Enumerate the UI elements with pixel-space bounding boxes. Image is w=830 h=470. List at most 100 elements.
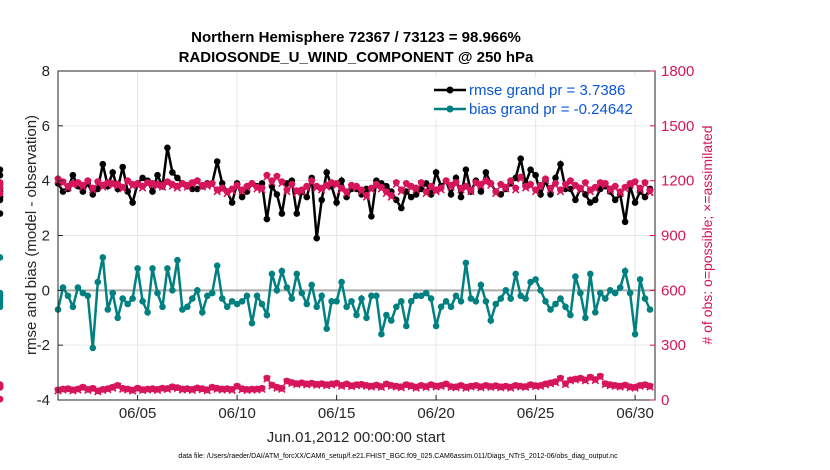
data-point [293,210,301,217]
data-point-x [138,184,147,192]
data-point [119,295,126,302]
data-point-x [312,184,321,192]
legend: rmse grand pr = 3.7386 bias grand pr = -… [428,77,650,119]
data-point [263,215,271,223]
legend-box [428,77,650,119]
data-point-x [103,385,112,394]
data-point [368,213,375,220]
data-point-x [516,175,525,183]
data-point [124,300,131,308]
data-point-x [561,380,570,389]
data-point [452,292,460,300]
data-point [238,186,246,194]
left-axis-ticks: -4 -2 0 2 4 6 8 [37,63,63,409]
data-point [278,267,286,275]
data-point-x [233,383,241,391]
data-point-x [586,374,595,382]
data-point-x [158,183,167,191]
data-point [442,298,450,305]
data-point-x [203,386,212,395]
data-point-x [228,186,236,195]
data-point [159,303,166,311]
data-point-x [89,186,97,194]
data-point-x [511,186,520,194]
data-point-x [118,185,127,193]
data-point [403,322,410,330]
data-point-x [298,187,306,196]
data-point-x [228,386,236,395]
data-point [592,196,599,204]
data-point [368,292,375,300]
data-point [233,181,241,189]
data-point-x [84,178,92,187]
data-point [348,298,355,305]
data-point [532,171,539,179]
data-point [0,171,4,179]
data-point [89,344,97,352]
data-point [507,295,514,302]
data-point [572,196,579,204]
data-point [412,292,420,300]
data-point [59,188,67,195]
data-point [288,180,296,188]
data-point-x [641,180,649,189]
data-point [109,169,116,176]
data-point [94,278,102,286]
data-point [238,298,246,305]
data-point [164,144,171,152]
data-point-x [506,178,515,187]
data-point [387,191,395,199]
data-point [184,303,191,311]
tick-label-x: 06/20 [417,405,455,422]
data-point [104,306,112,313]
data-point-x [183,183,192,191]
data-point [318,292,326,300]
x-axis-label: Jun.01,2012 00:00:00 start [267,429,446,446]
data-point [383,311,390,319]
data-point-x [581,180,590,189]
data-point [383,182,390,190]
data-point [59,284,67,291]
data-point-x [467,187,475,196]
data-point-x [452,383,460,392]
data-point [149,188,156,195]
data-file-footer: data file: /Users/raeder/DAI/ATM_forcXX/… [178,453,618,460]
data-point-x [113,382,122,391]
data-point-x [536,183,545,191]
data-point [422,188,430,196]
data-point [278,210,286,217]
data-point-x [457,382,465,391]
legend-marker-rmse [446,86,454,94]
data-point [557,160,564,168]
series-1 [0,254,654,352]
data-point [164,265,171,272]
data-point [213,158,221,165]
data-point-x [108,384,117,392]
data-point-x [372,182,381,190]
data-point [621,183,629,191]
data-point [392,179,400,186]
data-point-x [283,378,291,386]
data-point [318,196,326,204]
data-point [199,309,206,316]
data-point-x [392,180,401,189]
tick-label-right: 1200 [661,173,694,190]
data-point-x [89,385,97,393]
data-point [179,306,186,313]
y-axis-label: rmse and bias (model - observation) [23,115,40,355]
data-point-x [188,386,197,395]
data-point [417,292,425,300]
data-point [109,289,116,297]
data-point-x [79,384,87,392]
data-point [398,204,405,212]
data-point-x [606,186,614,195]
data-point [223,303,231,311]
data-point-x [188,180,197,189]
data-point [293,270,301,278]
data-point-x [332,380,341,388]
data-point-x [278,385,286,393]
data-point [94,178,102,186]
data-point [0,184,4,192]
data-point [273,287,281,294]
data-point [218,295,226,302]
